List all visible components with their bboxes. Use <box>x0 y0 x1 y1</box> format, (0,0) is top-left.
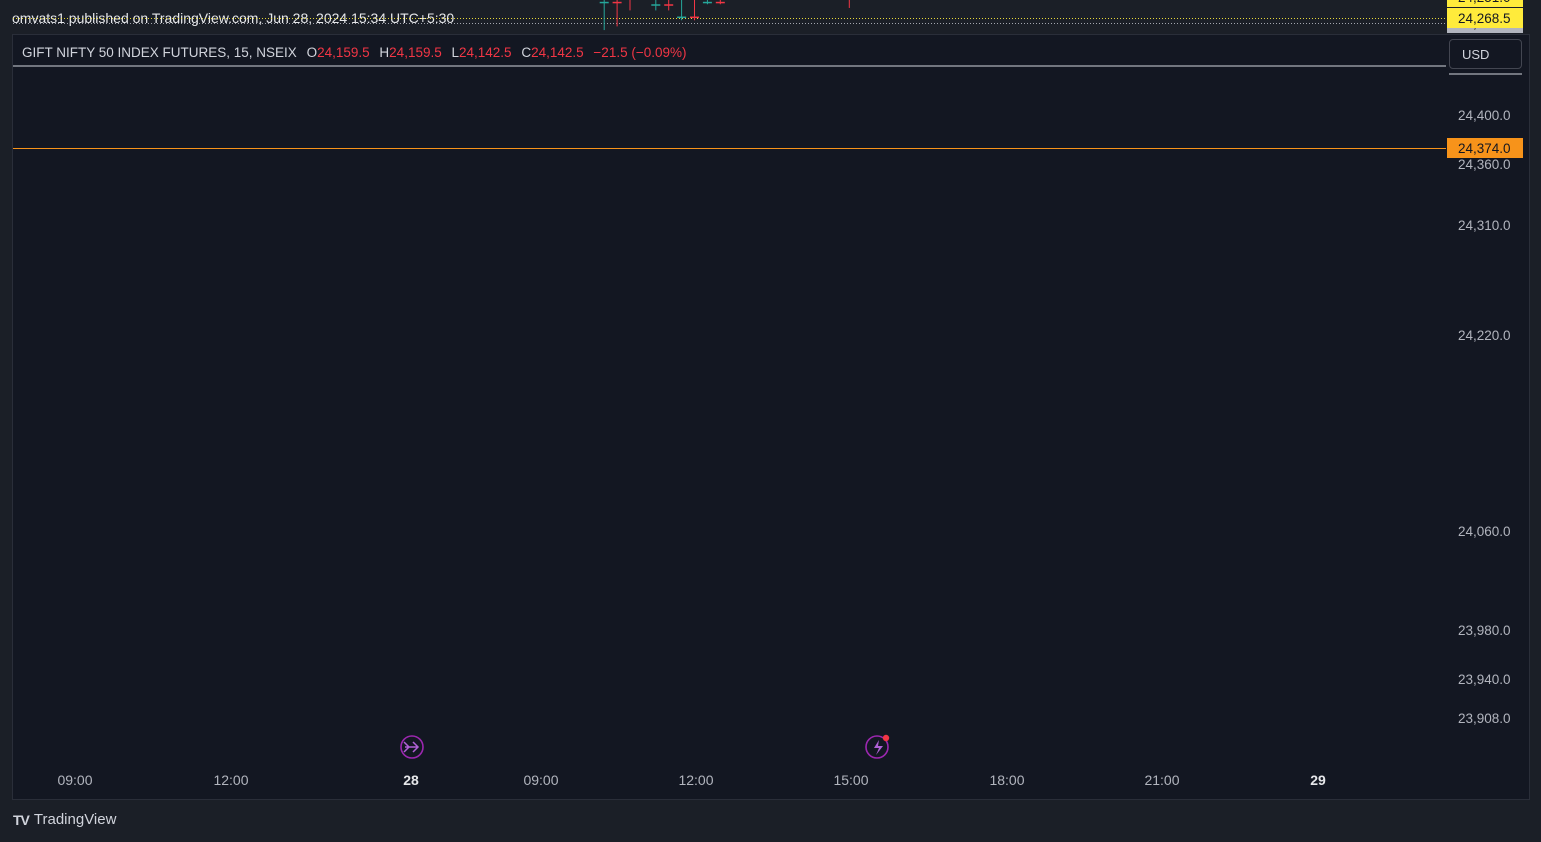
x-tick-label: 28 <box>403 772 419 788</box>
x-tick-label: 12:00 <box>678 772 713 788</box>
tradingview-brand[interactable]: TV TradingView <box>13 811 116 828</box>
chart-frame <box>12 34 1530 800</box>
notification-dot-icon <box>882 734 890 742</box>
level-tag <box>1447 8 1523 28</box>
event-marker-icon <box>865 735 889 759</box>
candle-body <box>664 4 674 6</box>
x-tick-label: 15:00 <box>833 772 868 788</box>
x-tick-label: 12:00 <box>213 772 248 788</box>
close-label: C <box>521 45 532 60</box>
level-tag-label: 24,374.0 <box>1458 141 1511 156</box>
change-value: −21.5 (−0.09%) <box>593 45 687 60</box>
low-label: L <box>451 45 460 60</box>
y-tick-label: 24,360.0 <box>1458 157 1511 172</box>
candle-body <box>702 1 712 4</box>
currency-button[interactable]: USD <box>1449 39 1522 69</box>
y-tick-label: 24,310.0 <box>1458 218 1511 233</box>
candle-body <box>612 1 622 4</box>
x-tick-label: 29 <box>1310 772 1326 788</box>
close-value: 24,142.5 <box>531 45 584 60</box>
lightning-icon <box>874 740 883 755</box>
low-value: 24,142.5 <box>459 45 512 60</box>
high-value: 24,159.5 <box>389 45 442 60</box>
y-tick-label: 23,980.0 <box>1458 623 1511 638</box>
y-tick-label: 23,908.0 <box>1458 711 1511 726</box>
tradingview-logo-icon: TV <box>13 811 30 828</box>
level-tag-label: 24,251.0 <box>1458 0 1511 5</box>
high-label: H <box>379 45 390 60</box>
x-tick-label: 09:00 <box>57 772 92 788</box>
open-label: O <box>306 45 318 60</box>
published-caption: omvats1 published on TradingView.com, Ju… <box>12 10 455 26</box>
candle-body <box>690 16 699 19</box>
y-tick-label: 24,400.0 <box>1458 108 1511 123</box>
fast-forward-icon <box>403 741 420 753</box>
level-tag <box>1447 0 1523 7</box>
candle-body <box>651 4 661 6</box>
level-tag <box>1447 138 1523 158</box>
x-tick-label: 18:00 <box>989 772 1024 788</box>
level-tag-label: 24,268.5 <box>1458 11 1511 26</box>
y-tick-label: 24,220.0 <box>1458 328 1511 343</box>
candle-body <box>715 1 725 4</box>
y-tick-label: 24,060.0 <box>1458 524 1511 539</box>
y-tick-label: 23,940.0 <box>1458 672 1511 687</box>
symbol-legend: GIFT NIFTY 50 INDEX FUTURES, 15, NSEIX O… <box>22 45 693 60</box>
open-value: 24,159.5 <box>317 45 370 60</box>
x-tick-label: 21:00 <box>1144 772 1179 788</box>
candle-body <box>677 16 687 19</box>
brand-name: TradingView <box>33 811 117 828</box>
session-break-icon <box>400 735 424 759</box>
x-tick-label: 09:00 <box>523 772 558 788</box>
candle-body <box>599 1 609 4</box>
symbol-name: GIFT NIFTY 50 INDEX FUTURES, 15, NSEIX <box>22 45 297 60</box>
